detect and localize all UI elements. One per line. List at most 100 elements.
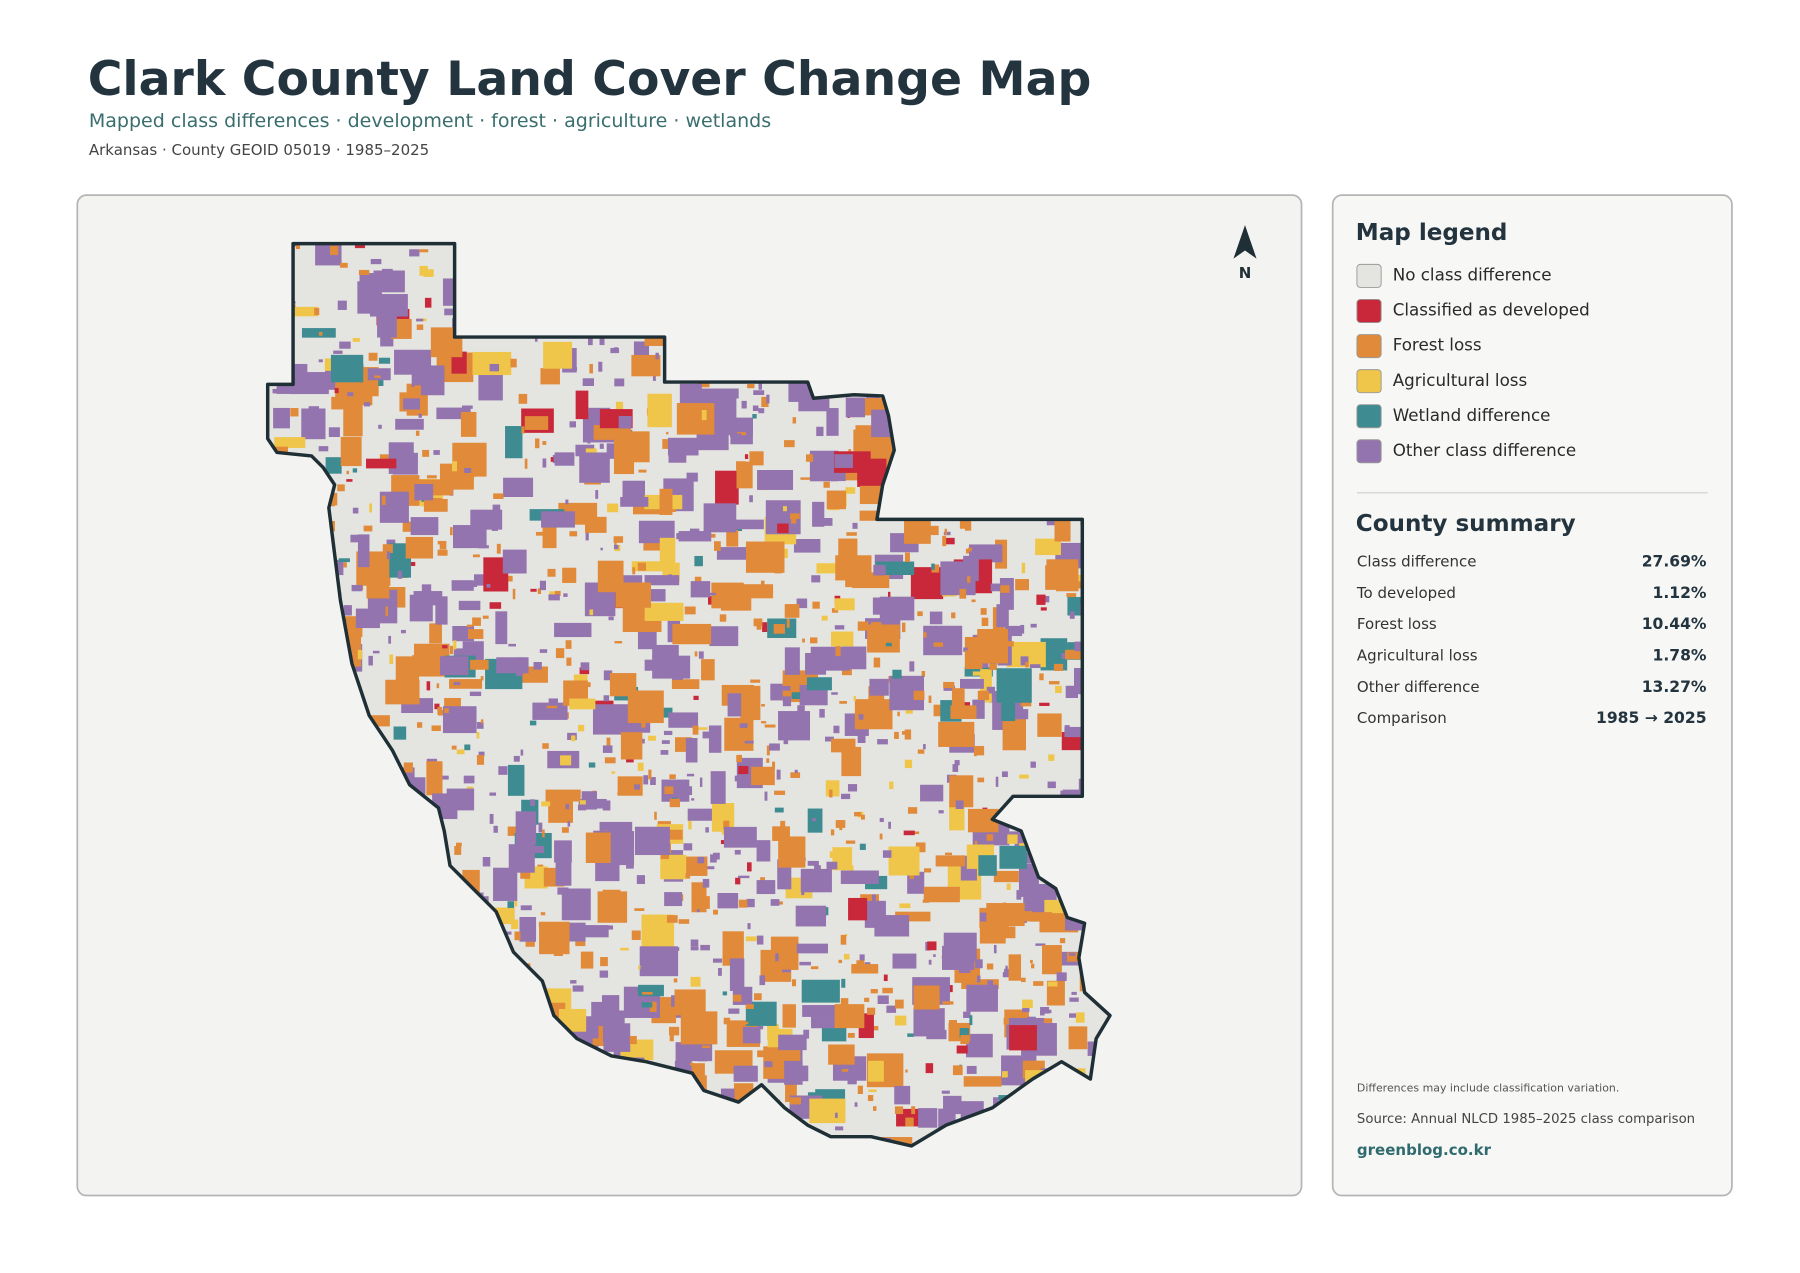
change-patch <box>756 935 764 945</box>
change-patch <box>812 601 820 609</box>
change-patch <box>1009 831 1029 844</box>
change-patch <box>774 790 786 795</box>
change-patch <box>964 520 972 531</box>
change-patch <box>1046 520 1058 526</box>
north-arrow <box>1233 225 1257 259</box>
change-patch <box>909 661 915 672</box>
change-patch <box>931 564 940 573</box>
change-patch <box>923 632 927 638</box>
change-patch <box>489 813 494 824</box>
legend-swatch <box>1356 334 1382 359</box>
change-patch <box>325 457 342 474</box>
change-patch <box>350 534 359 543</box>
change-patch <box>486 584 491 588</box>
change-patch <box>747 923 751 930</box>
change-patch <box>959 1028 970 1038</box>
change-patch <box>694 896 710 909</box>
change-patch <box>943 685 956 691</box>
change-patch <box>834 598 855 611</box>
change-patch <box>825 780 840 797</box>
change-patch <box>993 944 997 954</box>
change-patch <box>1021 977 1026 983</box>
change-patch <box>933 954 936 957</box>
change-patch <box>671 679 700 689</box>
change-patch <box>602 800 611 811</box>
change-patch <box>533 845 545 853</box>
change-patch <box>843 953 850 960</box>
change-patch <box>705 866 715 870</box>
change-patch <box>945 852 953 856</box>
change-patch <box>389 654 394 665</box>
change-patch <box>907 807 918 814</box>
change-patch <box>620 947 629 951</box>
change-patch <box>841 978 846 988</box>
change-patch <box>607 1036 612 1041</box>
change-patch <box>318 446 329 452</box>
change-patch <box>735 877 741 885</box>
change-patch <box>749 451 764 466</box>
change-patch <box>764 791 768 801</box>
change-patch <box>634 908 645 911</box>
change-patch <box>722 991 728 996</box>
change-patch <box>882 850 892 858</box>
change-patch <box>981 617 989 626</box>
change-patch <box>456 842 462 847</box>
change-patch <box>466 624 473 628</box>
change-patch <box>967 808 999 833</box>
change-patch <box>868 709 877 713</box>
change-patch <box>924 868 932 873</box>
change-patch <box>709 626 739 647</box>
change-patch <box>436 683 440 689</box>
change-patch <box>759 975 766 986</box>
change-patch <box>627 690 664 724</box>
change-patch <box>960 1035 970 1045</box>
change-patch <box>662 707 673 718</box>
change-patch <box>746 898 755 908</box>
change-patch <box>1046 559 1079 588</box>
change-patch <box>976 975 981 983</box>
change-patch <box>611 771 616 774</box>
change-patch <box>860 894 879 905</box>
change-patch <box>597 891 628 923</box>
change-patch <box>520 749 524 756</box>
change-patch <box>450 645 454 655</box>
change-patch <box>901 622 906 633</box>
change-patch <box>363 402 371 407</box>
change-patch <box>389 543 411 578</box>
summary-value: 13.27% <box>1642 678 1707 696</box>
change-patch <box>318 359 323 363</box>
change-patch <box>453 525 487 549</box>
change-patch <box>1077 1068 1086 1075</box>
change-patch <box>922 899 930 903</box>
change-patch <box>347 392 354 397</box>
change-patch <box>482 857 491 867</box>
change-patch <box>328 427 340 437</box>
change-patch <box>754 993 762 1001</box>
change-patch <box>853 696 857 701</box>
change-patch <box>666 431 669 435</box>
change-patch <box>697 856 705 864</box>
change-patch <box>760 580 765 589</box>
change-patch <box>739 1021 749 1025</box>
change-patch <box>857 621 869 631</box>
change-patch <box>1025 662 1029 668</box>
change-patch <box>444 308 454 316</box>
change-patch <box>828 1044 855 1065</box>
change-patch <box>849 1061 854 1070</box>
change-patch <box>904 552 910 562</box>
change-patch <box>658 829 683 840</box>
change-patch <box>1071 991 1077 995</box>
change-patch <box>505 931 512 935</box>
change-patch <box>357 649 363 660</box>
legend-label: Agricultural loss <box>1393 370 1528 390</box>
change-patch <box>920 784 944 802</box>
change-patch <box>989 660 997 670</box>
change-patch <box>510 358 517 368</box>
change-patch <box>575 390 589 420</box>
change-patch <box>429 623 442 644</box>
change-patch <box>954 760 960 766</box>
change-patch <box>829 851 837 858</box>
change-patch <box>648 769 652 780</box>
change-patch <box>439 541 447 550</box>
change-patch <box>1019 774 1029 779</box>
